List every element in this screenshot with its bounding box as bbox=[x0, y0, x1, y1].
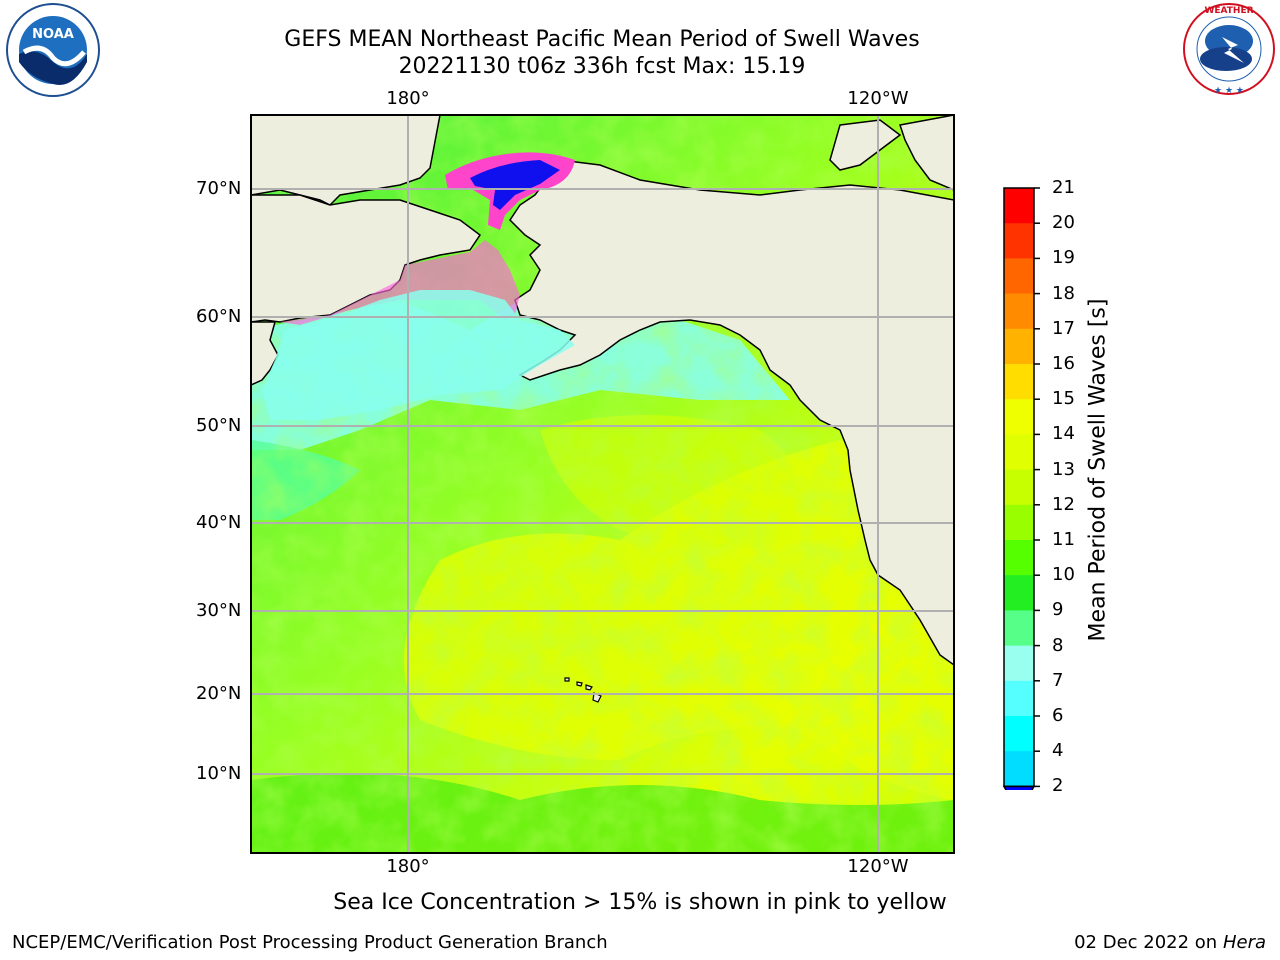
colorbar-segment bbox=[1004, 364, 1034, 400]
colorbar-tick-label: 12 bbox=[1052, 493, 1075, 515]
colorbar-segment bbox=[1004, 680, 1034, 717]
colorbar-segment bbox=[1004, 399, 1034, 435]
chart-subtitle: 20221130 t06z 336h fcst Max: 15.19 bbox=[398, 54, 806, 79]
colorbar-frame bbox=[1003, 187, 1035, 788]
colorbar-segment bbox=[1004, 223, 1034, 259]
colorbar-segment bbox=[1004, 504, 1034, 541]
colorbar-segment bbox=[1004, 645, 1034, 682]
colorbar-segment bbox=[1004, 716, 1034, 752]
colorbar-label: Mean Period of Swell Waves [s] bbox=[1085, 298, 1111, 642]
lon-label-bottom-180: 180° bbox=[386, 856, 430, 877]
credit-text: NCEP/EMC/Verification Post Processing Pr… bbox=[12, 932, 608, 953]
lon-label-bottom-120w: 120°W bbox=[847, 856, 909, 877]
nws-logo: WEATHER ★ ★ ★ bbox=[1183, 3, 1275, 96]
colorbar-segment bbox=[1004, 188, 1034, 224]
colorbar-tick-label: 4 bbox=[1052, 740, 1064, 762]
colorbar-tick-label: 16 bbox=[1052, 353, 1075, 374]
colorbar-segment bbox=[1004, 575, 1034, 611]
lat-label-60n: 60°N bbox=[196, 306, 242, 327]
lat-label-70n: 70°N bbox=[196, 178, 242, 199]
lat-label-30n: 30°N bbox=[196, 600, 242, 621]
lon-label-top-120w: 120°W bbox=[847, 88, 909, 109]
bering-ice-edge bbox=[280, 240, 520, 325]
colorbar-tick-label: 18 bbox=[1052, 282, 1075, 304]
colorbar-tick-label: 13 bbox=[1052, 458, 1075, 480]
lat-label-20n: 20°N bbox=[196, 683, 242, 704]
svg-text:WEATHER: WEATHER bbox=[1204, 6, 1253, 16]
colorbar-segment bbox=[1004, 293, 1034, 330]
colorbar-tick-label: 14 bbox=[1052, 423, 1075, 445]
svg-text:NOAA: NOAA bbox=[32, 27, 74, 42]
colorbar-tick-label: 17 bbox=[1052, 317, 1075, 339]
land-arctic-islands-2 bbox=[899, 115, 954, 191]
lon-label-top-180: 180° bbox=[386, 88, 430, 109]
colorbar-tick-label: 11 bbox=[1052, 529, 1075, 550]
run-date: 02 Dec 2022 on Hera bbox=[1074, 932, 1266, 954]
colorbar-tick-label: 15 bbox=[1052, 388, 1075, 410]
colorbar-tick-label: 2 bbox=[1052, 775, 1064, 797]
land-arctic-islands bbox=[829, 119, 902, 171]
colorbar-tick-label: 6 bbox=[1052, 705, 1064, 726]
colorbar-tick-label: 7 bbox=[1052, 669, 1064, 691]
map-grid bbox=[251, 115, 954, 853]
noaa-logo: NOAA bbox=[6, 3, 100, 97]
map-frame bbox=[250, 114, 955, 854]
colorbar-segment bbox=[1004, 751, 1034, 787]
arctic-deep-blue bbox=[470, 160, 560, 210]
colorbar-segment bbox=[1004, 610, 1034, 647]
sea-ice-note: Sea Ice Concentration > 15% is shown in … bbox=[333, 890, 947, 915]
chart-title: GEFS MEAN Northeast Pacific Mean Period … bbox=[284, 27, 920, 52]
colorbar bbox=[1002, 187, 1040, 790]
lat-label-50n: 50°N bbox=[196, 415, 242, 436]
svg-text:★ ★ ★: ★ ★ ★ bbox=[1214, 86, 1244, 96]
lat-label-10n: 10°N bbox=[196, 763, 242, 784]
colorbar-segment bbox=[1004, 540, 1034, 576]
colorbar-segment bbox=[1004, 469, 1034, 506]
host-name: Hera bbox=[1222, 932, 1266, 953]
colorbar-segment bbox=[1004, 434, 1034, 471]
land-north-america bbox=[509, 159, 954, 666]
run-date-text: 02 Dec 2022 on bbox=[1074, 932, 1218, 953]
colorbar-tick-label: 21 bbox=[1052, 177, 1075, 198]
colorbar-tick-label: 8 bbox=[1052, 634, 1064, 656]
colorbar-segment bbox=[1004, 258, 1034, 295]
colorbar-tick-label: 10 bbox=[1052, 564, 1075, 586]
lat-label-40n: 40°N bbox=[196, 512, 242, 533]
land-chukotka bbox=[251, 194, 482, 323]
colorbar-tick-label: 19 bbox=[1052, 247, 1075, 269]
land-hawaii bbox=[564, 677, 602, 703]
colorbar-tick-label: 9 bbox=[1052, 599, 1064, 621]
bering-cyan bbox=[262, 290, 575, 420]
colorbar-tick-label: 20 bbox=[1052, 212, 1075, 234]
colorbar-segment bbox=[1004, 328, 1034, 365]
